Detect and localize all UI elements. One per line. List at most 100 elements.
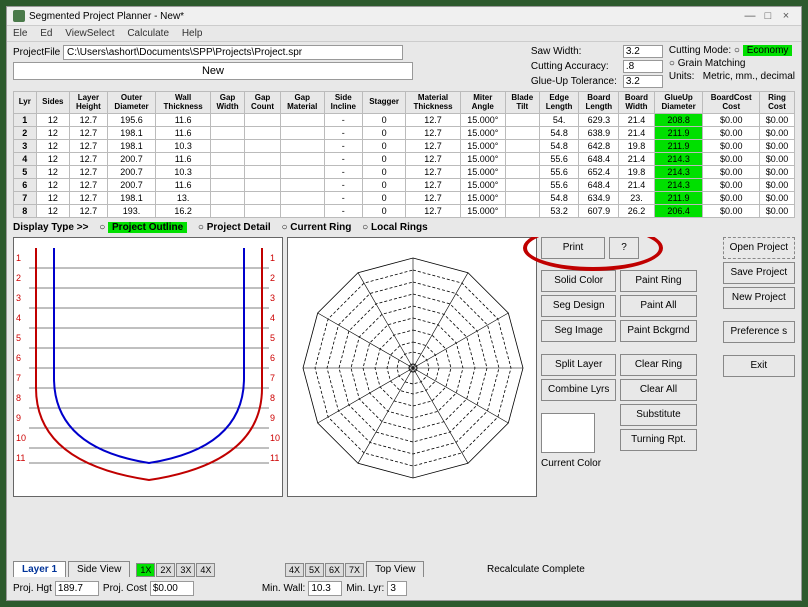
col-header[interactable]: GapWidth — [210, 92, 244, 114]
table-cell[interactable] — [245, 179, 281, 192]
table-cell[interactable]: $0.00 — [703, 205, 760, 218]
table-cell[interactable]: 198.1 — [107, 192, 156, 205]
col-header[interactable]: WallThickness — [156, 92, 210, 114]
col-header[interactable]: RingCost — [759, 92, 794, 114]
table-cell[interactable]: 12.7 — [406, 179, 460, 192]
table-cell[interactable]: $0.00 — [759, 192, 794, 205]
turning-rpt-button[interactable]: Turning Rpt. — [620, 429, 696, 451]
radio-local[interactable]: ○ — [362, 222, 368, 233]
combine-lyrs-button[interactable]: Combine Lyrs — [541, 379, 616, 401]
tab-top-view[interactable]: Top View — [366, 561, 424, 577]
table-cell[interactable]: $0.00 — [703, 153, 760, 166]
cut-acc-input[interactable] — [623, 60, 663, 73]
table-cell[interactable]: 12.7 — [406, 166, 460, 179]
seg-image-button[interactable]: Seg Image — [541, 320, 616, 342]
table-cell[interactable]: 21.4 — [619, 114, 655, 127]
table-cell[interactable]: 55.6 — [539, 153, 579, 166]
top-view-panel[interactable] — [287, 237, 537, 497]
table-cell[interactable]: - — [324, 179, 362, 192]
table-cell[interactable]: 638.9 — [579, 127, 619, 140]
table-cell[interactable]: 208.8 — [654, 114, 703, 127]
table-cell[interactable] — [210, 205, 244, 218]
table-cell[interactable]: 15.000° — [460, 114, 505, 127]
table-cell[interactable]: 15.000° — [460, 153, 505, 166]
table-cell[interactable]: 0 — [362, 179, 405, 192]
table-cell[interactable]: 15.000° — [460, 205, 505, 218]
table-cell[interactable]: $0.00 — [759, 114, 794, 127]
table-cell[interactable]: 19.8 — [619, 166, 655, 179]
table-cell[interactable] — [245, 140, 281, 153]
table-cell[interactable] — [280, 127, 324, 140]
economy-option[interactable]: Economy — [743, 45, 793, 56]
table-cell[interactable]: 634.9 — [579, 192, 619, 205]
table-cell[interactable]: 11.6 — [156, 153, 210, 166]
table-cell[interactable]: 12.7 — [406, 205, 460, 218]
col-header[interactable]: GlueUpDiameter — [654, 92, 703, 114]
table-cell[interactable]: 23. — [619, 192, 655, 205]
table-cell[interactable]: 200.7 — [107, 166, 156, 179]
table-cell[interactable] — [280, 166, 324, 179]
table-cell[interactable]: 200.7 — [107, 153, 156, 166]
table-cell[interactable]: 15.000° — [460, 179, 505, 192]
zoom-button[interactable]: 4X — [196, 563, 215, 577]
save-project-button[interactable]: Save Project — [723, 262, 795, 284]
table-cell[interactable] — [280, 140, 324, 153]
col-header[interactable]: GapMaterial — [280, 92, 324, 114]
table-cell[interactable]: 12 — [36, 179, 69, 192]
table-cell[interactable]: 12.7 — [406, 140, 460, 153]
radio-outline[interactable]: ○ — [99, 222, 105, 233]
proj-hgt-input[interactable] — [55, 581, 99, 596]
open-project-button[interactable]: Open Project — [723, 237, 795, 259]
table-cell[interactable]: 2 — [14, 127, 37, 140]
menu-edit[interactable]: Ed — [40, 28, 52, 39]
table-cell[interactable] — [245, 127, 281, 140]
table-row[interactable]: 71212.7198.113.-012.715.000°54.8634.923.… — [14, 192, 795, 205]
table-cell[interactable] — [210, 192, 244, 205]
table-cell[interactable]: $0.00 — [759, 205, 794, 218]
print-button[interactable]: Print — [541, 237, 605, 259]
col-header[interactable]: Lyr — [14, 92, 37, 114]
table-cell[interactable]: 5 — [14, 166, 37, 179]
table-cell[interactable]: 3 — [14, 140, 37, 153]
table-cell[interactable] — [505, 179, 539, 192]
table-cell[interactable]: 12.7 — [406, 192, 460, 205]
table-cell[interactable]: 648.4 — [579, 179, 619, 192]
table-cell[interactable]: $0.00 — [759, 153, 794, 166]
table-cell[interactable] — [245, 192, 281, 205]
table-cell[interactable]: - — [324, 114, 362, 127]
exit-button[interactable]: Exit — [723, 355, 795, 377]
col-header[interactable]: BoardWidth — [619, 92, 655, 114]
table-cell[interactable] — [505, 140, 539, 153]
table-cell[interactable]: 10.3 — [156, 140, 210, 153]
col-header[interactable]: OuterDiameter — [107, 92, 156, 114]
col-header[interactable]: MaterialThickness — [406, 92, 460, 114]
table-row[interactable]: 81212.7193.16.2-012.715.000°53.2607.926.… — [14, 205, 795, 218]
color-swatch[interactable] — [541, 413, 595, 453]
table-cell[interactable] — [210, 127, 244, 140]
table-row[interactable]: 51212.7200.710.3-012.715.000°55.6652.419… — [14, 166, 795, 179]
table-cell[interactable]: 15.000° — [460, 127, 505, 140]
table-cell[interactable]: $0.00 — [703, 166, 760, 179]
min-wall-input[interactable] — [308, 581, 342, 596]
table-cell[interactable] — [210, 114, 244, 127]
radio-dot2[interactable]: ○ — [669, 58, 675, 69]
table-cell[interactable]: 12 — [36, 153, 69, 166]
table-cell[interactable]: 12 — [36, 114, 69, 127]
table-cell[interactable]: 12 — [36, 140, 69, 153]
opt-local[interactable]: Local Rings — [371, 222, 428, 233]
opt-outline[interactable]: Project Outline — [108, 222, 187, 233]
grain-option[interactable]: Grain Matching — [678, 58, 746, 69]
tab-side-view[interactable]: Side View — [68, 561, 130, 577]
table-cell[interactable]: 12 — [36, 127, 69, 140]
table-cell[interactable] — [245, 153, 281, 166]
zoom-button[interactable]: 5X — [305, 563, 324, 577]
table-cell[interactable]: 648.4 — [579, 153, 619, 166]
minimize-button[interactable]: — — [741, 10, 759, 22]
table-cell[interactable]: 12 — [36, 192, 69, 205]
table-cell[interactable]: $0.00 — [703, 192, 760, 205]
paint-all-button[interactable]: Paint All — [620, 295, 696, 317]
table-cell[interactable]: 1 — [14, 114, 37, 127]
table-row[interactable]: 31212.7198.110.3-012.715.000°54.8642.819… — [14, 140, 795, 153]
table-cell[interactable]: 12.7 — [70, 127, 108, 140]
table-cell[interactable]: 16.2 — [156, 205, 210, 218]
